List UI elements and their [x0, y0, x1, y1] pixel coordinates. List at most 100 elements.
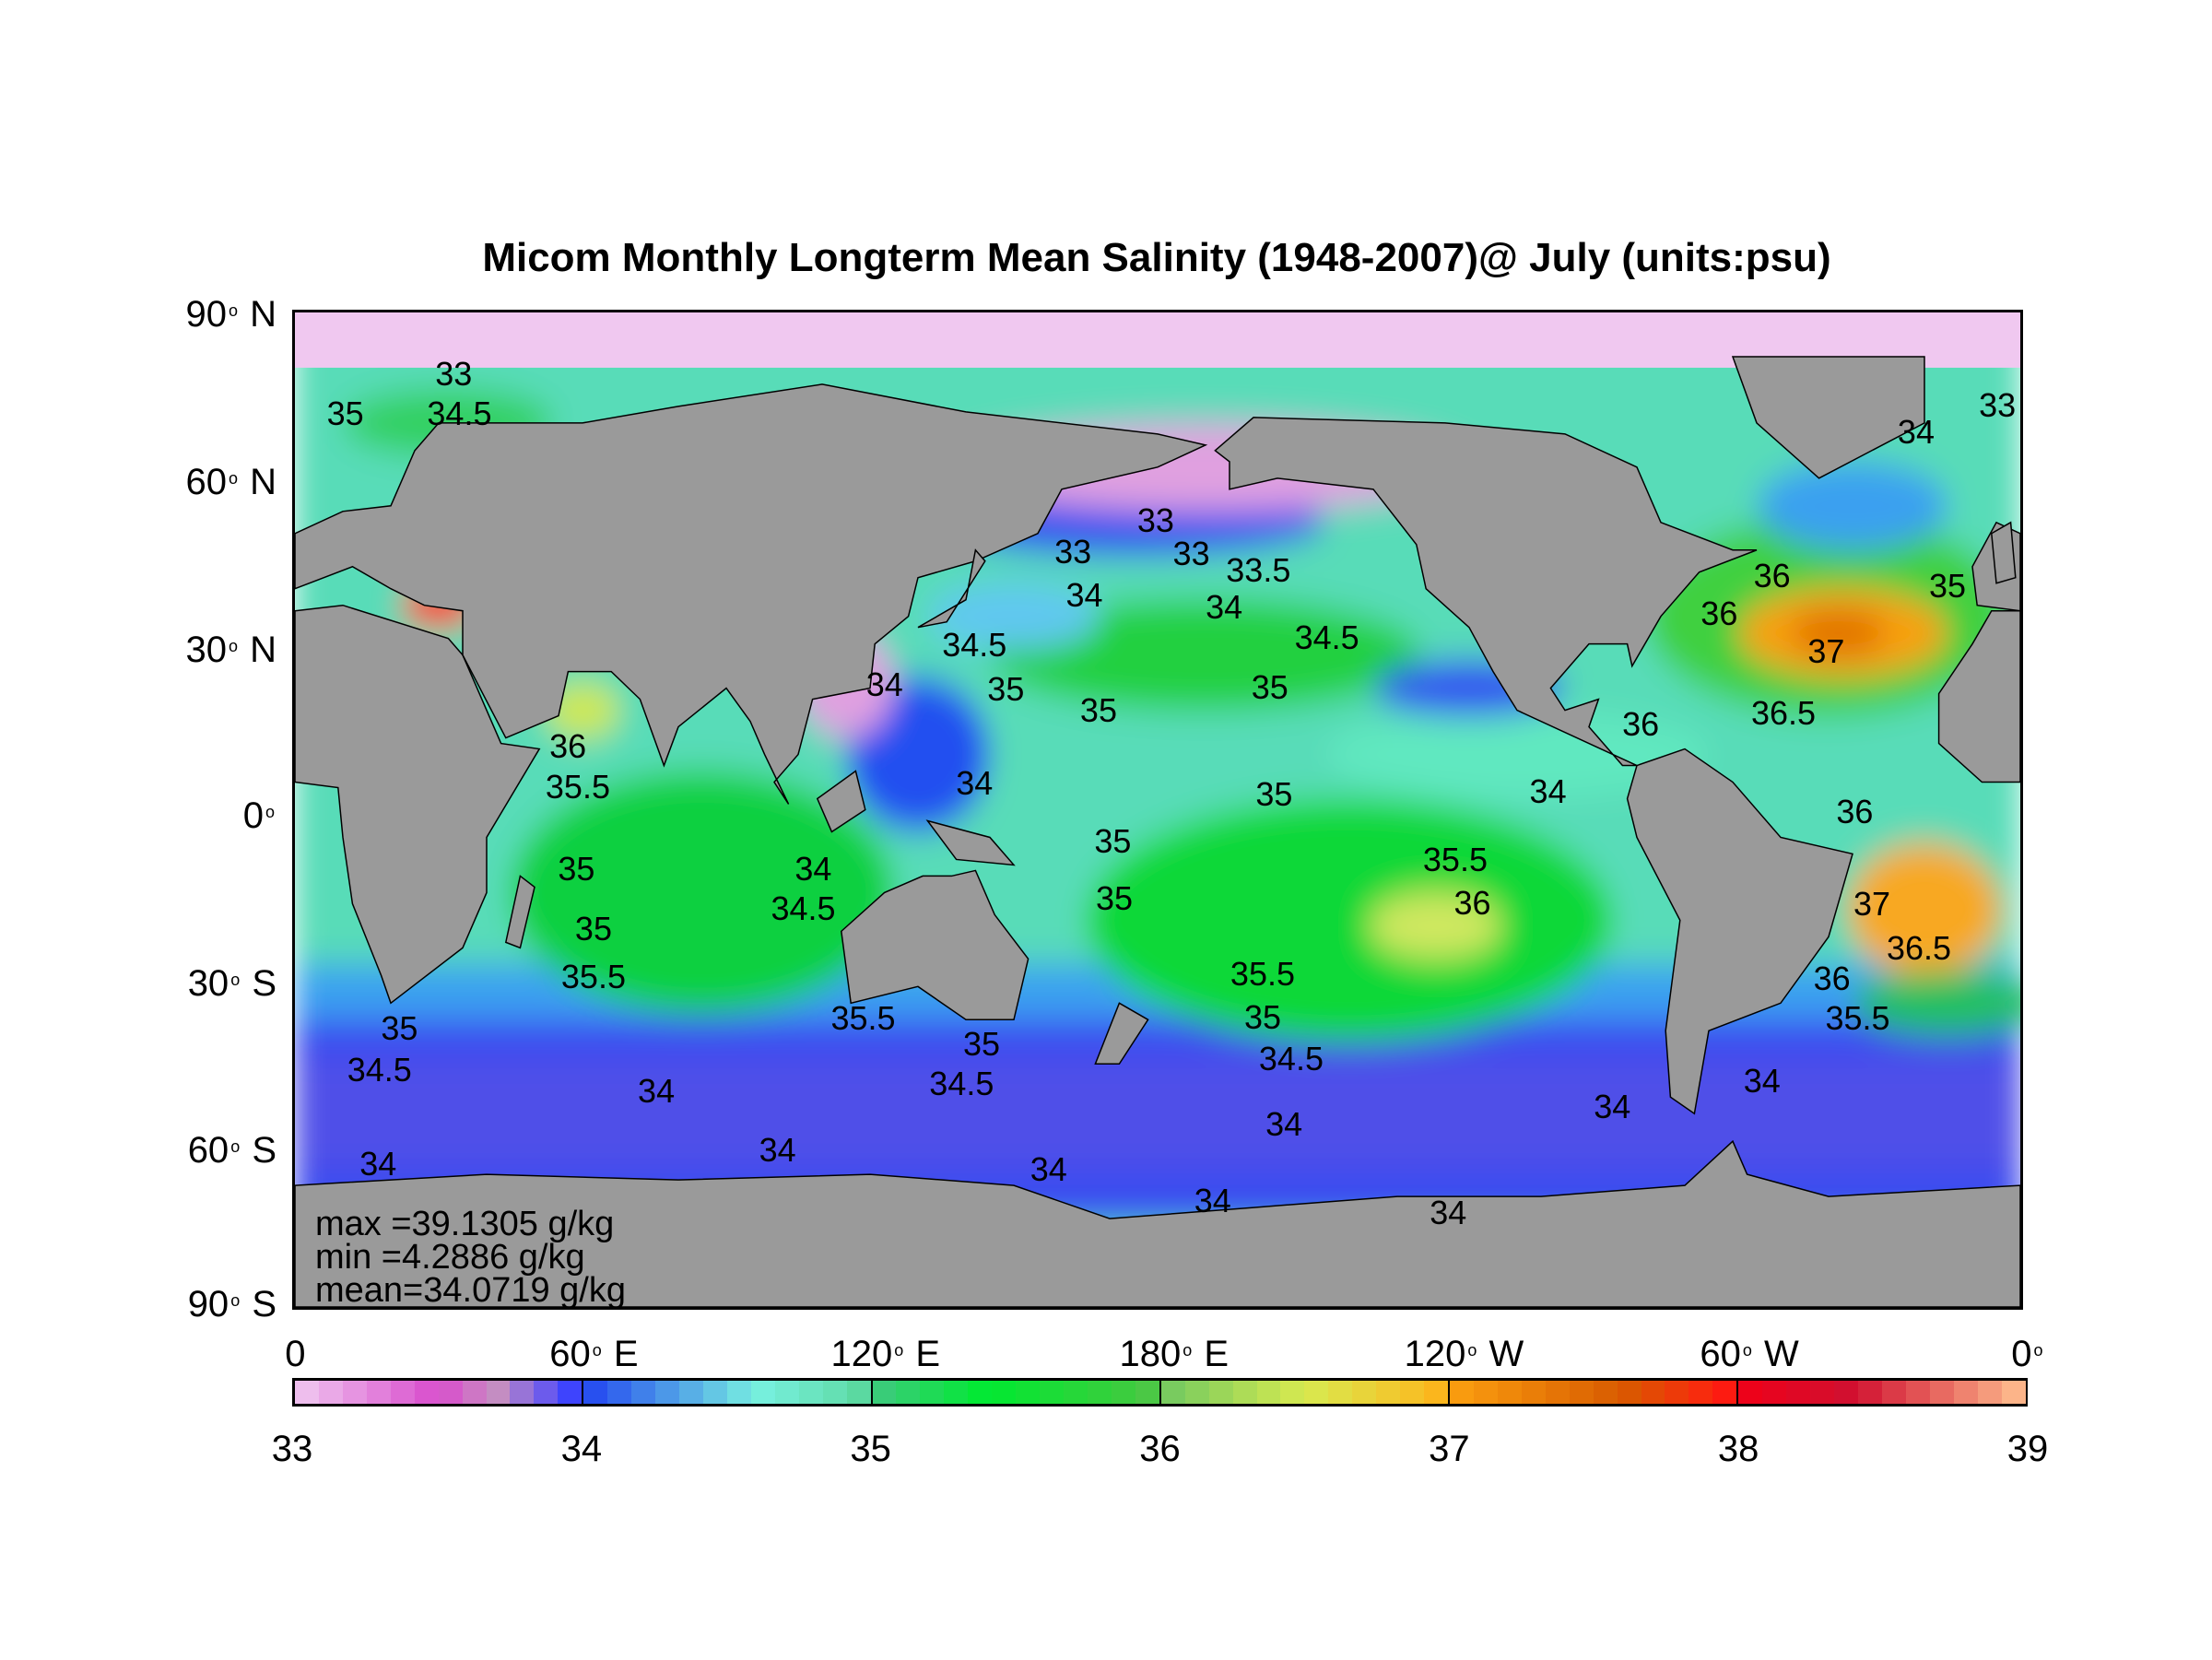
greenland	[1733, 357, 1924, 478]
contour-label: 34.5	[1294, 618, 1359, 656]
x-tick-label: 60 o E	[549, 1333, 638, 1375]
contour-label: 34	[1065, 575, 1103, 614]
colorbar-cell	[510, 1381, 535, 1404]
salinity-map	[295, 312, 2020, 1307]
colorbar-cell	[1641, 1381, 1665, 1404]
contour-label: 33	[1172, 534, 1210, 572]
colorbar-cell	[846, 1381, 871, 1404]
colorbar-cell	[1786, 1381, 1811, 1404]
contour-label: 36	[549, 726, 587, 765]
contour-label: 35.5	[1230, 955, 1296, 994]
contour-label: 35	[326, 394, 364, 432]
south-america	[1628, 749, 1853, 1114]
colorbar-cell	[1016, 1381, 1041, 1404]
hemisphere-letter: E	[905, 1334, 941, 1374]
tick-number: 60	[1700, 1334, 1741, 1374]
contour-label: 35	[1095, 879, 1134, 918]
contour-label: 34	[956, 763, 994, 802]
contour-label: 34	[1265, 1104, 1303, 1143]
japan	[918, 550, 985, 628]
y-tick-label: 60 o S	[188, 1129, 276, 1171]
contour-label: 34	[359, 1145, 397, 1183]
tick-number: 60	[185, 462, 227, 502]
colorbar-cell	[1569, 1381, 1594, 1404]
tick-number: 0	[242, 795, 264, 836]
y-tick-label: 30 o S	[188, 962, 276, 1005]
degree-symbol: o	[1182, 1341, 1193, 1360]
colorbar-cell	[1881, 1381, 1906, 1404]
contour-label: 35	[1251, 668, 1288, 707]
contour-label: 34	[1206, 588, 1243, 627]
contour-label: 35	[558, 849, 595, 888]
south-atlantic-max	[1847, 842, 2002, 976]
colorbar-cell	[1929, 1381, 1954, 1404]
indian-gyre	[511, 771, 894, 1015]
colorbar-tick-label: 34	[560, 1429, 603, 1469]
degree-symbol: o	[1467, 1341, 1477, 1360]
tick-number: 90	[187, 1284, 229, 1324]
degree-symbol: o	[228, 469, 238, 488]
colorbar-cell	[944, 1381, 969, 1404]
colorbar-cell	[870, 1381, 897, 1404]
colorbar-cell	[414, 1381, 439, 1404]
colorbar-tick-label: 33	[271, 1429, 313, 1469]
degree-symbol: o	[228, 637, 238, 655]
colorbar-cell	[2001, 1381, 2026, 1404]
y-tick-label: 90 o S	[188, 1283, 276, 1325]
x-tick-label: 0	[285, 1333, 305, 1375]
colorbar-cell	[1473, 1381, 1498, 1404]
y-tick-label: 60 o N	[185, 461, 276, 503]
contour-label: 35	[1094, 822, 1132, 861]
uk	[1992, 523, 2016, 583]
tick-number: 60	[549, 1334, 591, 1374]
colorbar-cell	[1328, 1381, 1353, 1404]
hemisphere-letter: W	[1753, 1334, 1799, 1374]
degree-symbol: o	[592, 1341, 602, 1360]
contour-label: 33.5	[1226, 551, 1291, 590]
hemisphere-letter: W	[1478, 1334, 1524, 1374]
contour-label: 34	[638, 1072, 676, 1111]
degree-symbol: o	[894, 1341, 904, 1360]
x-tick-label: 60 o W	[1700, 1333, 1798, 1375]
colorbar-cell	[1304, 1381, 1329, 1404]
colorbar-cell	[1256, 1381, 1281, 1404]
contour-label: 33	[435, 354, 473, 393]
colorbar-cell	[1232, 1381, 1257, 1404]
land-masses	[295, 357, 2020, 1307]
africa	[295, 606, 539, 1004]
colorbar-cell	[1857, 1381, 1882, 1404]
colorbar-cell	[318, 1381, 343, 1404]
colorbar-cell	[1545, 1381, 1570, 1404]
contour-label: 33	[1054, 533, 1092, 571]
labrador-sea	[1757, 461, 1948, 550]
colorbar-cell	[1208, 1381, 1233, 1404]
tick-number: 60	[187, 1130, 229, 1171]
colorbar-cell	[655, 1381, 679, 1404]
colorbar-cell	[631, 1381, 656, 1404]
colorbar-cell	[1376, 1381, 1401, 1404]
stat-mean: mean=34.0719 g/kg	[315, 1271, 626, 1310]
colorbar-cell	[1497, 1381, 1522, 1404]
colorbar-cell	[558, 1381, 582, 1404]
tick-number: 30	[187, 963, 229, 1004]
contour-label: 36.5	[1750, 694, 1817, 732]
colorbar-cell	[462, 1381, 487, 1404]
degree-symbol: o	[228, 301, 238, 320]
contour-label: 36	[1453, 883, 1491, 922]
hemisphere-letter: N	[240, 294, 276, 335]
borneo	[818, 771, 865, 832]
colorbar-tick-label: 35	[850, 1429, 891, 1469]
tick-number: 180	[1119, 1334, 1182, 1374]
contour-label: 34	[794, 849, 832, 888]
colorbar	[292, 1378, 2028, 1407]
contour-label: 33	[1979, 385, 2017, 424]
contour-label: 37	[1853, 885, 1890, 924]
x-tick-label: 120 o W	[1405, 1333, 1524, 1375]
contour-label: 34.5	[347, 1051, 412, 1089]
colorbar-cell	[992, 1381, 1017, 1404]
colorbar-cell	[1953, 1381, 1978, 1404]
hemisphere-letter: S	[241, 963, 276, 1004]
australia	[841, 870, 1029, 1019]
colorbar-tick-label: 38	[1717, 1429, 1759, 1469]
south-pacific-max	[1368, 892, 1503, 960]
